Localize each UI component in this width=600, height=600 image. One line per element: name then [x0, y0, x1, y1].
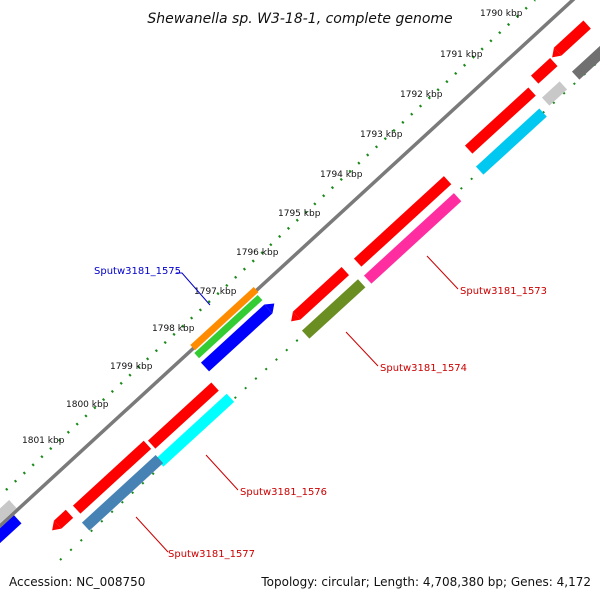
gene-labels: Sputw3181_1575 Sputw3181_1573 Sputw3181_… [94, 266, 547, 560]
gene-label-1577[interactable]: Sputw3181_1577 [168, 549, 255, 560]
gene-feature[interactable] [553, 20, 591, 56]
gene-feature[interactable] [72, 440, 152, 514]
gene-label-1574[interactable]: Sputw3181_1574 [380, 363, 467, 374]
gene-feature[interactable] [155, 393, 235, 467]
map-title: Shewanella sp. W3-18-1, complete genome [147, 11, 452, 27]
gene-feature[interactable] [147, 382, 219, 449]
gene-feature[interactable] [190, 286, 259, 351]
outer-tick-ring [5, 0, 536, 491]
gene-feature[interactable] [353, 176, 452, 267]
accession-text: Accession: NC_008750 [9, 575, 145, 589]
genome-backbone [0, 0, 576, 529]
leader-line [345, 331, 379, 367]
gene-features [0, 20, 600, 544]
label-leaders [135, 255, 459, 553]
tick-label: 1794 kbp [320, 170, 363, 180]
tick-label: 1790 kbp [480, 9, 523, 19]
tick-label: 1799 kbp [110, 362, 153, 372]
tick-label: 1801 kbp [22, 436, 65, 446]
gene-label-1575[interactable]: Sputw3181_1575 [94, 266, 181, 277]
gene-feature[interactable] [571, 44, 600, 80]
tick-labels: 1790 kbp 1791 kbp 1792 kbp 1793 kbp 1794… [22, 9, 523, 446]
gene-arrow [552, 47, 562, 58]
gene-arrow [291, 311, 301, 322]
gene-label-1576[interactable]: Sputw3181_1576 [240, 487, 327, 498]
gene-feature[interactable] [363, 193, 462, 284]
gene-feature[interactable] [475, 108, 547, 175]
gene-feature[interactable] [53, 509, 74, 529]
tick-label: 1796 kbp [236, 248, 279, 258]
topology-summary: Topology: circular; Length: 4,708,380 bp… [260, 575, 591, 589]
leader-line [426, 255, 459, 290]
gene-feature[interactable] [530, 58, 558, 84]
tick-label: 1791 kbp [440, 50, 483, 60]
tick-label: 1795 kbp [278, 209, 321, 219]
gene-feature[interactable] [200, 304, 273, 372]
gene-feature[interactable] [0, 515, 22, 544]
gene-feature[interactable] [0, 500, 17, 526]
gene-feature[interactable] [541, 81, 568, 106]
gene-feature[interactable] [301, 279, 366, 339]
tick-label: 1800 kbp [66, 400, 109, 410]
gene-feature[interactable] [194, 294, 263, 359]
gene-arrow [52, 520, 62, 531]
tick-label: 1793 kbp [360, 130, 403, 140]
gene-feature[interactable] [81, 455, 164, 531]
gene-feature[interactable] [292, 266, 350, 320]
gene-feature[interactable] [464, 87, 536, 154]
gene-arrow [264, 303, 275, 314]
tick-label: 1798 kbp [152, 324, 195, 334]
gene-label-1573[interactable]: Sputw3181_1573 [460, 286, 547, 297]
leader-line [135, 516, 169, 553]
tick-label: 1792 kbp [400, 90, 443, 100]
leader-line [176, 272, 211, 306]
leader-line [205, 454, 239, 491]
tick-label: 1797 kbp [194, 287, 237, 297]
